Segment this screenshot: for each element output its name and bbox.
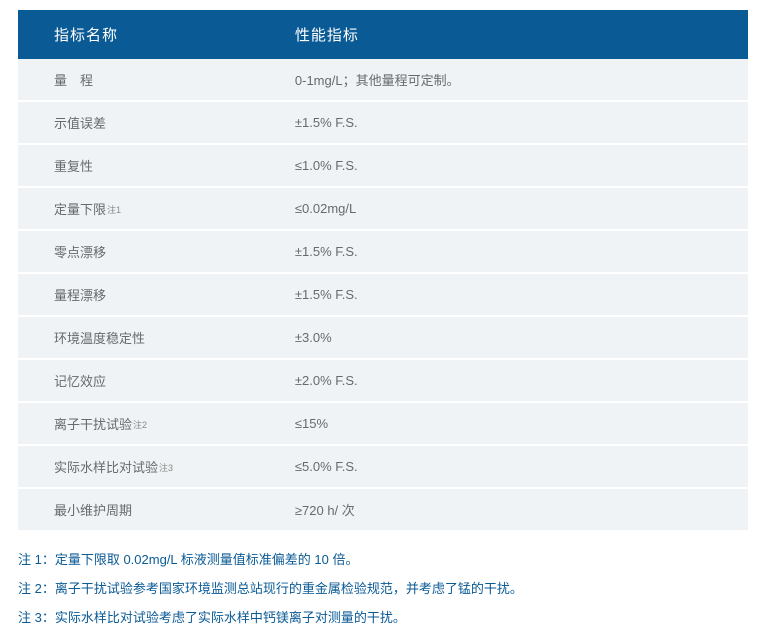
cell-value: ≤0.02mg/L — [259, 187, 748, 230]
cell-name: 示值误差 — [18, 101, 259, 144]
cell-name: 环境温度稳定性 — [18, 316, 259, 359]
table-row: 记忆效应 ±2.0% F.S. — [18, 359, 748, 402]
table-row: 示值误差 ±1.5% F.S. — [18, 101, 748, 144]
table-row: 实际水样比对试验注3≤5.0% F.S. — [18, 445, 748, 488]
spec-table-container: 指标名称 性能指标 量 程 0-1mg/L；其他量程可定制。示值误差 ±1.5% F… — [18, 10, 748, 532]
cell-value: ±1.5% F.S. — [259, 101, 748, 144]
cell-name: 实际水样比对试验注3 — [18, 445, 259, 488]
table-row: 环境温度稳定性 ±3.0% — [18, 316, 748, 359]
cell-value: ±3.0% — [259, 316, 748, 359]
row-name-text: 示值误差 — [54, 116, 106, 131]
row-name-text: 重复性 — [54, 159, 93, 174]
cell-value: ±1.5% F.S. — [259, 230, 748, 273]
row-name-text: 最小维护周期 — [54, 503, 132, 518]
cell-name: 量程漂移 — [18, 273, 259, 316]
row-name-text: 环境温度稳定性 — [54, 331, 145, 346]
cell-name: 重复性 — [18, 144, 259, 187]
table-row: 定量下限注1≤0.02mg/L — [18, 187, 748, 230]
table-row: 量程漂移 ±1.5% F.S. — [18, 273, 748, 316]
col-header-value: 性能指标 — [259, 10, 748, 59]
row-name-text: 离子干扰试验 — [54, 417, 132, 432]
cell-value: ≤15% — [259, 402, 748, 445]
cell-name: 记忆效应 — [18, 359, 259, 402]
footnote-ref: 注1 — [107, 205, 121, 215]
footnote-ref: 注3 — [159, 463, 173, 473]
cell-name: 定量下限注1 — [18, 187, 259, 230]
cell-name: 最小维护周期 — [18, 488, 259, 531]
cell-name: 量 程 — [18, 59, 259, 101]
cell-value: ≥720 h/ 次 — [259, 488, 748, 531]
table-row: 重复性 ≤1.0% F.S. — [18, 144, 748, 187]
table-header-row: 指标名称 性能指标 — [18, 10, 748, 59]
note-line: 注 1：定量下限取 0.02mg/L 标液测量值标准偏差的 10 倍。 — [18, 550, 748, 571]
row-name-text: 零点漂移 — [54, 245, 106, 260]
col-header-name: 指标名称 — [18, 10, 259, 59]
table-row: 最小维护周期 ≥720 h/ 次 — [18, 488, 748, 531]
footnote-ref: 注2 — [133, 420, 147, 430]
cell-value: ±1.5% F.S. — [259, 273, 748, 316]
cell-value: ≤1.0% F.S. — [259, 144, 748, 187]
cell-value: 0-1mg/L；其他量程可定制。 — [259, 59, 748, 101]
row-name-text: 量 程 — [54, 73, 93, 88]
table-row: 离子干扰试验注2≤15% — [18, 402, 748, 445]
note-line: 注 3：实际水样比对试验考虑了实际水样中钙镁离子对测量的干扰。 — [18, 608, 748, 629]
note-line: 注 2：离子干扰试验参考国家环境监测总站现行的重金属检验规范，并考虑了锰的干扰。 — [18, 579, 748, 600]
cell-name: 零点漂移 — [18, 230, 259, 273]
spec-table: 指标名称 性能指标 量 程 0-1mg/L；其他量程可定制。示值误差 ±1.5% F… — [18, 10, 748, 532]
table-row: 量 程 0-1mg/L；其他量程可定制。 — [18, 59, 748, 101]
cell-value: ±2.0% F.S. — [259, 359, 748, 402]
row-name-text: 实际水样比对试验 — [54, 460, 158, 475]
table-body: 量 程 0-1mg/L；其他量程可定制。示值误差 ±1.5% F.S. 重复性 ≤1.0… — [18, 59, 748, 531]
cell-name: 离子干扰试验注2 — [18, 402, 259, 445]
cell-value: ≤5.0% F.S. — [259, 445, 748, 488]
row-name-text: 记忆效应 — [54, 374, 106, 389]
table-row: 零点漂移 ±1.5% F.S. — [18, 230, 748, 273]
notes-section: 注 1：定量下限取 0.02mg/L 标液测量值标准偏差的 10 倍。注 2：离… — [18, 550, 748, 628]
row-name-text: 定量下限 — [54, 202, 106, 217]
row-name-text: 量程漂移 — [54, 288, 106, 303]
